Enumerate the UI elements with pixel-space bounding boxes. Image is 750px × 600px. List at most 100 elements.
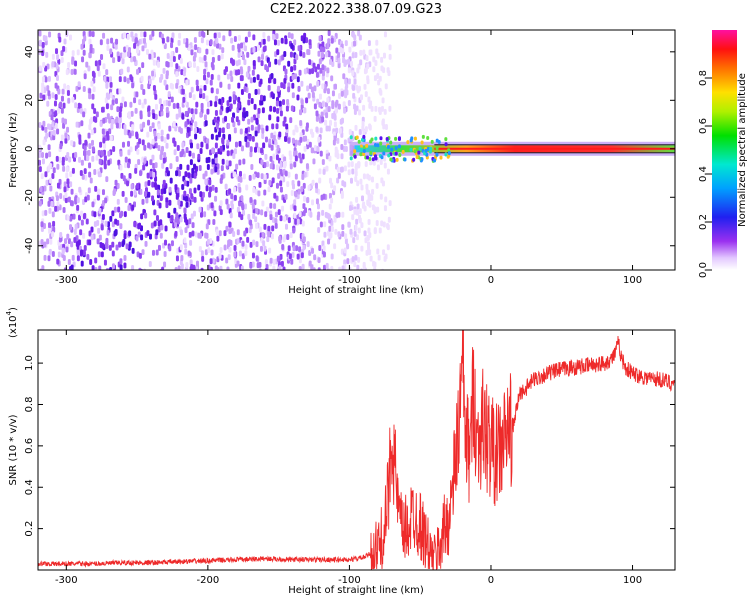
- spectrogram-cell: [303, 107, 307, 114]
- spectrogram-cell: [279, 168, 283, 175]
- spectrogram-cell: [132, 55, 136, 62]
- spectrogram-cell: [138, 267, 142, 270]
- spectrogram-cell: [386, 244, 390, 251]
- spectrogram-cell: [262, 142, 266, 149]
- spectrogram-cell: [352, 92, 356, 99]
- spectrogram-cell: [347, 67, 351, 74]
- spectrogram-cell: [213, 116, 217, 123]
- spectrogram-cell: [153, 220, 157, 227]
- spectrogram-cell: [189, 159, 193, 166]
- spectrogram-cell: [228, 246, 232, 253]
- spectrogram-cell: [250, 97, 254, 104]
- spectrogram-cell: [375, 182, 379, 189]
- spectrogram-cell: [227, 83, 231, 90]
- spectrogram-cell: [233, 35, 237, 42]
- spectrogram-cell: [53, 111, 57, 118]
- spectrogram-cell: [264, 136, 268, 143]
- spectrogram-cell: [375, 39, 379, 46]
- spectrogram-cell: [327, 125, 331, 132]
- spectrogram-cell: [347, 78, 351, 85]
- spectrogram-cell: [172, 120, 176, 127]
- spectrogram-cell: [165, 166, 169, 173]
- spectrogram-cell: [137, 231, 141, 238]
- spectrogram-cell: [322, 245, 326, 252]
- spectrogram-cell: [271, 33, 275, 40]
- spectrogram-cell: [249, 219, 253, 226]
- spectrogram-cell: [151, 70, 155, 77]
- spectrogram-cell: [147, 83, 151, 90]
- spectrogram-cell: [201, 30, 205, 37]
- spectrogram-cell: [279, 180, 283, 187]
- spectrogram-cell: [49, 185, 53, 192]
- spectrogram-cell: [331, 61, 335, 68]
- tone-onset-cell: [379, 141, 383, 146]
- spectrogram-cell: [353, 103, 357, 110]
- tone-onset-cell: [362, 149, 366, 154]
- spectrogram-noise: [38, 30, 392, 270]
- spectrogram-cell: [202, 173, 206, 180]
- spectrogram-cell: [56, 54, 60, 61]
- spectrogram-cell: [166, 36, 170, 43]
- spectrogram-cell: [108, 117, 112, 124]
- spectrogram-cell: [119, 264, 123, 270]
- tone-onset-cell: [447, 151, 451, 156]
- spectrogram-cell: [93, 127, 97, 134]
- spectrogram-cell: [270, 144, 274, 151]
- spectrogram-cell: [316, 63, 320, 70]
- spectrogram-cell: [374, 60, 378, 67]
- spectrogram-cell: [64, 132, 68, 139]
- spectrogram-cell: [201, 191, 205, 198]
- spectrogram-cell: [219, 81, 223, 88]
- spectrogram-cell: [246, 51, 250, 58]
- spectrogram-cell: [354, 170, 358, 177]
- tone-onset-cell: [376, 143, 380, 148]
- spectrogram-cell: [343, 139, 347, 146]
- tone-onset-cell: [439, 155, 443, 160]
- spectrogram-cell: [160, 73, 164, 80]
- tone-onset-cell: [394, 151, 398, 156]
- spectrogram-cell: [278, 235, 282, 242]
- spectrogram-cell: [301, 263, 305, 270]
- spectrogram-cell: [61, 117, 65, 124]
- spectrogram-cell: [206, 204, 210, 211]
- spectrogram-cell: [344, 85, 348, 92]
- spectrogram-cell: [302, 244, 306, 251]
- svg-text:(x104): (x104): [5, 307, 19, 338]
- spectrogram-cell: [155, 103, 159, 110]
- spectrogram-cell: [95, 154, 99, 161]
- tone-onset-cell: [397, 136, 401, 141]
- spectrogram-cell: [310, 147, 314, 154]
- spectrogram-cell: [194, 231, 198, 238]
- spectrogram-cell: [88, 38, 92, 45]
- spectrogram-cell: [161, 162, 165, 169]
- spectrogram-cell: [57, 58, 61, 65]
- spectrogram-cell: [328, 214, 332, 221]
- spectrogram-cell: [317, 211, 321, 218]
- spectrogram-cell: [261, 127, 265, 134]
- spectrogram-cell: [266, 66, 270, 73]
- spectrogram-cell: [290, 190, 294, 197]
- spectrogram-cell: [283, 215, 287, 222]
- spectrogram-cell: [235, 116, 239, 123]
- spectrogram-cell: [66, 233, 70, 240]
- spectrogram-cell: [383, 205, 387, 212]
- spectrogram-cell: [328, 203, 332, 210]
- spectrogram-cell: [250, 164, 254, 171]
- spectrogram-cell: [54, 205, 58, 212]
- spectrogram-cell: [59, 101, 63, 108]
- spectrogram-cell: [208, 179, 212, 186]
- spectrogram-cell: [228, 134, 232, 141]
- spectrogram-cell: [40, 173, 44, 180]
- spectrogram-cell: [230, 57, 234, 64]
- spectrogram-cell: [355, 84, 359, 91]
- spectrogram-cell: [55, 195, 59, 202]
- spectrogram-cell: [52, 129, 56, 136]
- spectrogram-cell: [141, 62, 145, 69]
- spectrogram-cell: [154, 142, 158, 149]
- spectrogram-cell: [369, 255, 373, 262]
- spectrogram-cell: [318, 168, 322, 175]
- spectrogram-cell: [192, 210, 196, 217]
- spectrogram-cell: [354, 163, 358, 170]
- spectrogram-cell: [187, 172, 191, 179]
- spectrogram-cell: [98, 207, 102, 214]
